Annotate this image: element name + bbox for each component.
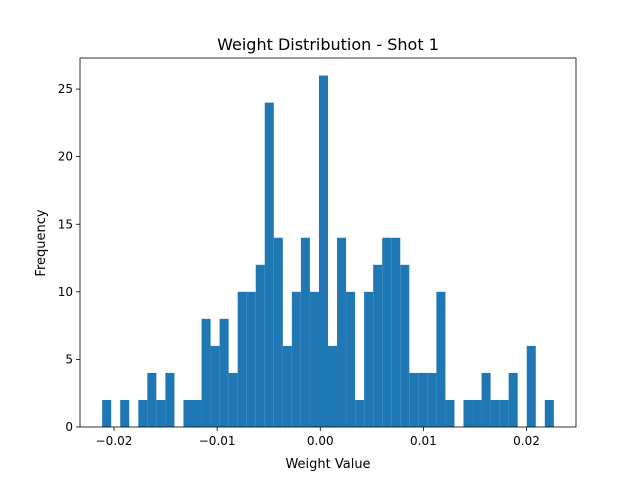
- y-tick-label: 5: [65, 352, 73, 366]
- histogram-bar: [526, 345, 536, 427]
- axes-group: −0.02 −0.01 0.00 0.01 0.02 0 5 10 15 20 25: [58, 57, 577, 448]
- x-axis-label: Weight Value: [285, 457, 370, 472]
- histogram-bar: [318, 75, 328, 428]
- histogram-bar: [264, 102, 274, 427]
- histogram-bar: [445, 399, 455, 427]
- histogram-bar: [463, 399, 473, 427]
- x-tick-label: 0.00: [307, 434, 334, 448]
- histogram-bar: [364, 291, 374, 427]
- histogram-bar: [409, 372, 419, 427]
- histogram-bar: [156, 399, 166, 427]
- y-tick-label: 10: [58, 285, 73, 299]
- y-tick-label: 20: [58, 150, 73, 164]
- histogram-bar: [436, 291, 446, 427]
- histogram-bar: [219, 318, 229, 427]
- histogram-bar: [499, 399, 509, 427]
- histogram-bar: [346, 291, 356, 427]
- histogram-bar: [138, 399, 148, 427]
- y-tick-label: 15: [58, 217, 73, 231]
- histogram-bar: [355, 399, 365, 427]
- chart-title: Weight Distribution - Shot 1: [217, 35, 439, 54]
- x-tick-label: 0.02: [513, 434, 540, 448]
- histogram-bar: [400, 264, 410, 427]
- histogram-bar: [490, 399, 500, 427]
- histogram-bar: [210, 345, 220, 427]
- plot-frame: [79, 57, 577, 428]
- histogram-bar: [102, 399, 112, 427]
- histogram-bar: [282, 345, 292, 427]
- histogram-bar: [246, 291, 256, 427]
- histogram-bar: [508, 372, 518, 427]
- y-axis-label: Frequency: [34, 209, 49, 276]
- histogram-bar: [255, 264, 265, 427]
- histogram-bar: [183, 399, 193, 427]
- histogram-bar: [418, 372, 428, 427]
- histogram-bar: [544, 399, 554, 427]
- histogram-bar: [427, 372, 437, 427]
- histogram-bar: [120, 399, 130, 427]
- histogram-bar: [373, 264, 383, 427]
- histogram-bar: [228, 372, 238, 427]
- x-tick-label: −0.01: [199, 434, 236, 448]
- histogram-bar: [165, 372, 175, 427]
- histogram-bar: [201, 318, 211, 427]
- histogram-bar: [192, 399, 202, 427]
- histogram-bar: [273, 237, 283, 427]
- y-tick-label: 0: [65, 420, 73, 434]
- histogram-bar: [300, 237, 310, 427]
- histogram-bar: [337, 237, 347, 427]
- histogram-bar: [472, 399, 482, 427]
- histogram-bar: [237, 291, 247, 427]
- bars-group: [102, 75, 554, 428]
- histogram-bar: [147, 372, 157, 427]
- histogram-bar: [391, 237, 401, 427]
- histogram-bar: [309, 291, 319, 427]
- histogram-bar: [481, 372, 491, 427]
- x-tick-label: 0.01: [410, 434, 437, 448]
- histogram-bar: [328, 345, 338, 427]
- x-tick-label: −0.02: [96, 434, 133, 448]
- histogram-bar: [382, 237, 392, 427]
- histogram-bar: [291, 291, 301, 427]
- y-tick-label: 25: [58, 82, 73, 96]
